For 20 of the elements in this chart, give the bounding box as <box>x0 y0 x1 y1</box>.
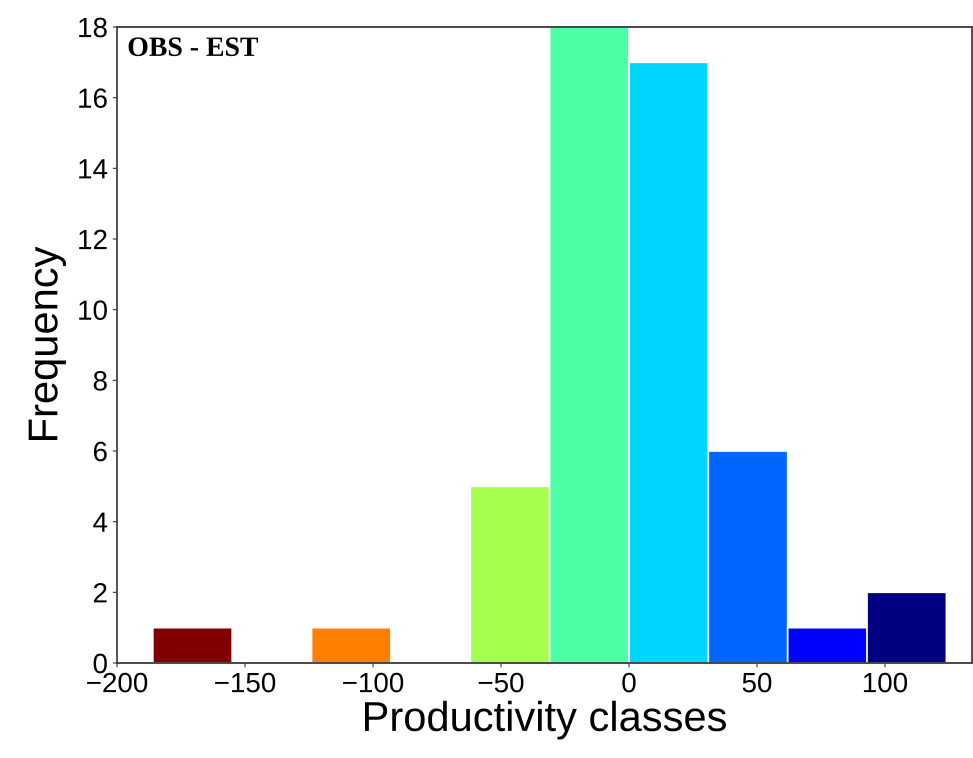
x-tick-label: 100 <box>864 672 908 692</box>
annotation: OBS - EST <box>128 37 258 56</box>
y-axis-title: Frequency <box>28 246 66 440</box>
y-tick-label: 0 <box>94 654 107 674</box>
x-tick-label: 50 <box>742 672 772 692</box>
y-tick-label: 16 <box>79 88 107 108</box>
x-tick-label: −150 <box>215 672 276 692</box>
x-tick-label: −100 <box>343 672 404 692</box>
x-tick-label: −50 <box>478 672 524 692</box>
y-tick-label: 18 <box>79 18 107 38</box>
y-tick-label: 12 <box>79 230 107 250</box>
x-tick-label: −200 <box>87 672 148 692</box>
y-tick-label: 6 <box>94 442 107 462</box>
y-tick-label: 4 <box>93 512 108 532</box>
y-tick-label: 10 <box>79 300 107 320</box>
y-tick-label: 8 <box>94 371 107 391</box>
x-tick-label: 0 <box>622 672 636 692</box>
y-tick-label: 2 <box>94 583 107 602</box>
x-axis-title: Productivity classes <box>364 700 726 740</box>
y-tick-label: 14 <box>79 159 108 178</box>
